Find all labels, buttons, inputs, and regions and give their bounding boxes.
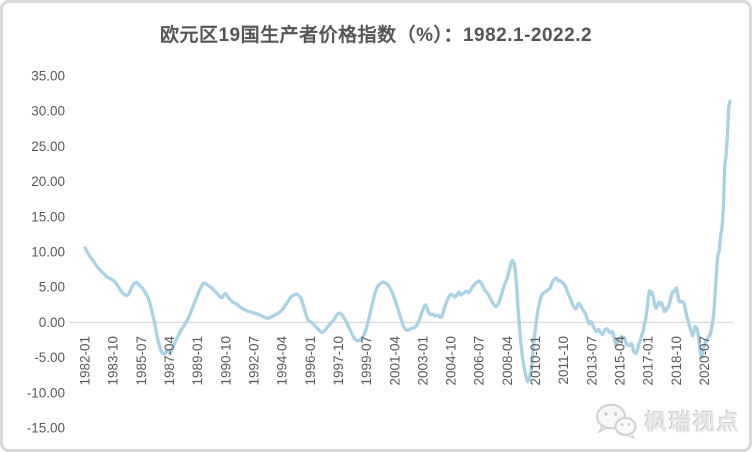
x-axis-tick-label: 2015-04 [613, 336, 628, 386]
x-axis-tick-label: 2010-01 [528, 336, 543, 386]
x-axis-tick-label: 1992-07 [247, 336, 262, 386]
y-axis-tick-label: -5.00 [34, 350, 65, 365]
x-axis-tick-label: 2003-01 [415, 336, 430, 386]
x-axis-tick-label: 1994-04 [275, 336, 290, 386]
y-axis-tick-label: -10.00 [27, 385, 65, 400]
y-axis-tick-label: 20.00 [31, 174, 65, 189]
x-axis-tick-label: 2001-04 [387, 336, 402, 386]
x-axis-tick-label: 1999-07 [359, 336, 374, 386]
y-axis-tick-label: 5.00 [39, 280, 65, 295]
x-axis-tick-label: 2020-07 [697, 336, 712, 386]
y-axis-tick-label: -15.00 [27, 421, 65, 436]
chart-title: 欧元区19国生产者价格指数（%）：1982.1-2022.2 [159, 25, 593, 46]
ppi-line-chart: 35.00 30.00 25.00 20.00 15.00 10.00 5.00 0.00 -5… [27, 69, 733, 436]
y-axis-tick-label: 35.00 [31, 69, 65, 84]
x-axis-tick-label: 2011-10 [556, 336, 571, 385]
x-axis-tick-label: 1996-01 [303, 336, 318, 386]
y-axis-tick-label: 30.00 [31, 104, 65, 119]
x-axis-tick-label: 1987-04 [162, 336, 177, 386]
x-axis-tick-label: 1997-10 [331, 336, 346, 386]
y-axis-tick-label: 0.00 [39, 315, 65, 330]
y-axis-tick-label: 10.00 [31, 245, 65, 260]
watermark-text: 枫瑞视点 [644, 410, 741, 435]
wechat-icon [595, 403, 637, 440]
x-axis-tick-label: 2018-10 [669, 336, 684, 386]
x-axis-tick-label: 1990-10 [218, 336, 233, 386]
x-axis-tick-label: 2017-01 [641, 336, 656, 386]
y-axis-tick-label: 15.00 [31, 209, 65, 224]
x-axis-tick-label: 2004-10 [444, 336, 459, 386]
x-axis-tick-label: 2008-04 [500, 336, 515, 386]
watermark: 枫瑞视点 [594, 401, 741, 441]
x-axis-tick-label: 2006-07 [472, 336, 487, 386]
x-axis-tick-label: 1985-07 [134, 336, 149, 386]
x-axis-tick-label: 1989-01 [190, 336, 205, 386]
y-axis-tick-label: 25.00 [31, 139, 65, 154]
ppi-series-line [83, 99, 732, 384]
x-axis-tick-label: 2013-07 [584, 336, 599, 386]
x-axis-tick-label: 1983-10 [106, 336, 121, 386]
x-axis-tick-label: 1982-01 [78, 336, 93, 386]
